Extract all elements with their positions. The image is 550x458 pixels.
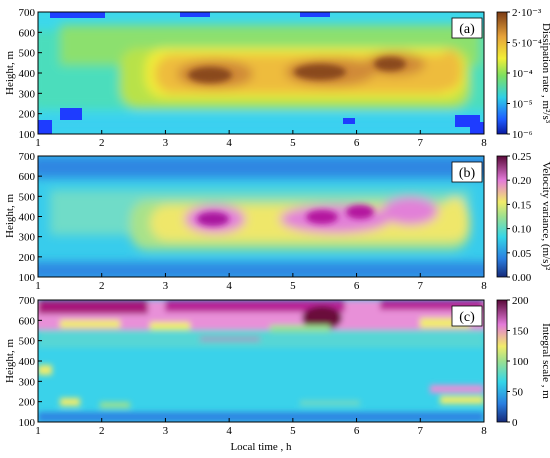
y-tick-label: 400 bbox=[19, 356, 36, 368]
heatmap-a bbox=[38, 12, 484, 134]
y-tick-label: 200 bbox=[19, 109, 36, 121]
y-tick-label: 600 bbox=[19, 315, 36, 327]
x-tick-label: 8 bbox=[481, 137, 487, 149]
x-ticks-b: 1 2 3 4 5 6 7 8 bbox=[35, 273, 487, 292]
x-tick-label: 7 bbox=[418, 137, 424, 149]
y-tick-label: 700 bbox=[19, 295, 36, 307]
y-tick-label: 600 bbox=[19, 27, 36, 39]
colorbar-tick-label: 10⁻⁵ bbox=[512, 99, 533, 111]
y-tick-label: 300 bbox=[19, 88, 36, 100]
colorbar-tick-label: 0.00 bbox=[512, 272, 532, 284]
colorbar-label-a: Dissipation rate , m²/s³ bbox=[540, 23, 550, 124]
x-tick-label: 5 bbox=[290, 137, 296, 149]
colorbar-ticks-b: 0.25 0.20 0.15 0.10 0.05 0.00 bbox=[507, 151, 532, 284]
y-tick-label: 500 bbox=[19, 191, 36, 203]
colorbar-b: 0.25 0.20 0.15 0.10 0.05 0.00 Velocity varian… bbox=[496, 151, 550, 284]
panel-b: (b) 1 2 3 4 5 6 7 8 100 200 300 400 500 600 700 Heigh… bbox=[4, 151, 550, 292]
x-axis-label: Local time , h bbox=[230, 441, 292, 453]
colorbar-tick-label: 2·10⁻³ bbox=[512, 7, 542, 19]
y-tick-label: 600 bbox=[19, 171, 36, 183]
y-axis-label-a: Height, m bbox=[4, 51, 16, 95]
panel-label-c: (c) bbox=[451, 305, 483, 327]
y-ticks-a: 100 200 300 400 500 600 700 bbox=[19, 7, 42, 141]
x-tick-label: 7 bbox=[418, 425, 424, 437]
x-tick-label: 3 bbox=[163, 137, 169, 149]
y-tick-label: 100 bbox=[19, 417, 36, 429]
x-tick-label: 4 bbox=[226, 280, 232, 292]
x-tick-label: 3 bbox=[163, 425, 169, 437]
x-tick-label: 2 bbox=[99, 425, 105, 437]
y-tick-label: 700 bbox=[19, 7, 36, 19]
y-axis-label-c: Height, m bbox=[4, 339, 16, 383]
y-tick-label: 100 bbox=[19, 272, 36, 284]
colorbar-label-c: Integral scale , m bbox=[540, 323, 550, 399]
colorbar-tick-label: 0.15 bbox=[512, 199, 532, 211]
colorbar-c: 200 150 100 50 0 Integral scale , m bbox=[496, 295, 550, 429]
x-tick-label: 1 bbox=[35, 137, 41, 149]
colorbar-tick-label: 100 bbox=[512, 356, 529, 368]
y-tick-label: 700 bbox=[19, 151, 36, 163]
y-ticks-b: 100 200 300 400 500 600 700 bbox=[19, 151, 42, 284]
colorbar-tick-label: 10⁻⁴ bbox=[512, 68, 533, 80]
x-tick-label: 4 bbox=[226, 137, 232, 149]
colorbar-ticks-a: 2·10⁻³ 5·10⁻⁴ 10⁻⁴ 10⁻⁵ 10⁻⁶ bbox=[507, 7, 542, 141]
x-ticks-a: 1 2 3 4 5 6 7 8 bbox=[35, 130, 487, 149]
panel-label-b-text: (b) bbox=[459, 166, 476, 181]
y-tick-label: 200 bbox=[19, 252, 36, 264]
y-tick-label: 400 bbox=[19, 68, 36, 80]
y-tick-label: 300 bbox=[19, 376, 36, 388]
x-ticks-c: 1 2 3 4 5 6 7 8 bbox=[35, 418, 487, 437]
x-tick-label: 6 bbox=[354, 137, 360, 149]
y-axis-label-b: Height, m bbox=[4, 194, 16, 238]
y-ticks-c: 100 200 300 400 500 600 700 bbox=[19, 295, 42, 429]
heatmap-b bbox=[38, 156, 484, 277]
colorbar-tick-label: 10⁻⁶ bbox=[512, 129, 533, 141]
y-tick-label: 100 bbox=[19, 129, 36, 141]
colorbar-tick-label: 0.05 bbox=[512, 248, 532, 260]
x-tick-label: 4 bbox=[226, 425, 232, 437]
x-tick-label: 8 bbox=[481, 425, 487, 437]
colorbar-tick-label: 50 bbox=[512, 387, 524, 399]
colorbar-tick-label: 150 bbox=[512, 326, 529, 338]
heatmap-c bbox=[38, 300, 484, 422]
x-tick-label: 6 bbox=[354, 425, 360, 437]
colorbar-ticks-c: 200 150 100 50 0 bbox=[507, 295, 529, 429]
x-tick-label: 6 bbox=[354, 280, 360, 292]
colorbar-tick-label: 0.20 bbox=[512, 175, 532, 187]
x-tick-label: 2 bbox=[99, 137, 105, 149]
panel-label-a-text: (a) bbox=[459, 22, 475, 37]
colorbar-tick-label: 0.10 bbox=[512, 224, 532, 236]
x-tick-label: 3 bbox=[163, 280, 169, 292]
y-tick-label: 200 bbox=[19, 397, 36, 409]
y-tick-label: 500 bbox=[19, 48, 36, 60]
x-tick-label: 8 bbox=[481, 280, 487, 292]
x-tick-label: 2 bbox=[99, 280, 105, 292]
colorbar-a: 2·10⁻³ 5·10⁻⁴ 10⁻⁴ 10⁻⁵ 10⁻⁶ Dissipation rat… bbox=[496, 7, 550, 141]
panel-label-b: (b) bbox=[451, 161, 483, 183]
x-tick-label: 1 bbox=[35, 280, 41, 292]
colorbar-tick-label: 5·10⁻⁴ bbox=[512, 38, 542, 50]
x-tick-label: 5 bbox=[290, 280, 296, 292]
colorbar-tick-label: 200 bbox=[512, 295, 529, 307]
colorbar-label-b: Velocity variance, (m/s)² bbox=[540, 162, 550, 271]
panel-label-c-text: (c) bbox=[459, 310, 475, 325]
colorbar-tick-label: 0.25 bbox=[512, 151, 532, 163]
colorbar-tick-label: 0 bbox=[512, 417, 518, 429]
y-tick-label: 300 bbox=[19, 232, 36, 244]
panel-label-a: (a) bbox=[451, 17, 483, 39]
x-tick-label: 7 bbox=[418, 280, 424, 292]
x-tick-label: 5 bbox=[290, 425, 296, 437]
panel-a: (a) 1 2 3 4 5 6 7 8 100 200 300 400 500 600 700 Heigh… bbox=[4, 7, 550, 149]
y-tick-label: 500 bbox=[19, 336, 36, 348]
x-tick-label: 1 bbox=[35, 425, 41, 437]
y-tick-label: 400 bbox=[19, 212, 36, 224]
